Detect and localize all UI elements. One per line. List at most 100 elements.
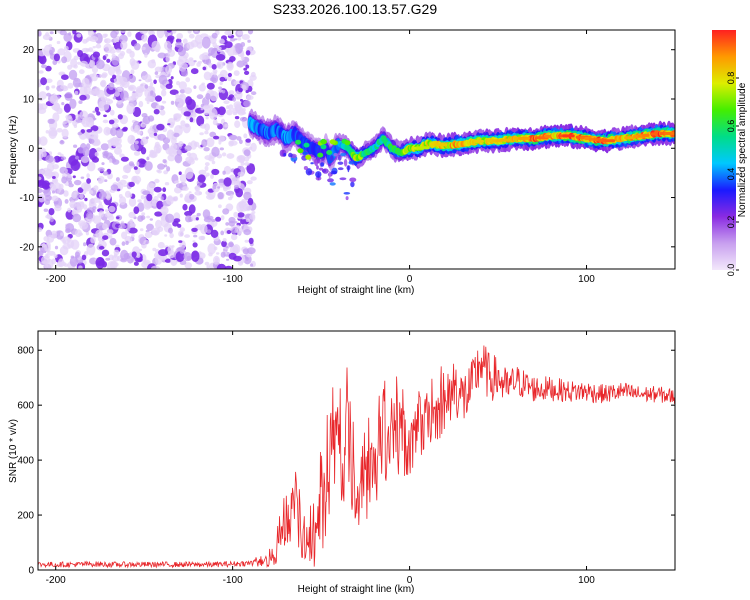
trace-blob [339, 177, 347, 181]
noise-speckle [246, 180, 253, 185]
noise-speckle [198, 84, 206, 92]
noise-speckle [218, 89, 223, 93]
noise-speckle [220, 230, 225, 236]
noise-speckle [78, 69, 85, 75]
noise-speckle [227, 30, 233, 37]
noise-speckle [110, 109, 115, 116]
noise-speckle [77, 187, 84, 194]
noise-speckle [239, 116, 247, 122]
noise-speckle [240, 161, 245, 166]
noise-speckle [51, 195, 59, 202]
noise-speckle [90, 125, 99, 132]
noise-speckle [165, 55, 171, 63]
noise-speckle [193, 234, 198, 238]
noise-speckle [206, 229, 212, 234]
trace-blob [329, 182, 336, 186]
noise-speckle [165, 147, 174, 155]
spectrogram-frame [37, 29, 676, 270]
noise-speckle [222, 208, 230, 215]
noise-speckle [185, 215, 192, 223]
noise-speckle [136, 130, 143, 135]
noise-speckle [53, 53, 61, 62]
noise-speckle [184, 210, 193, 217]
noise-speckle [200, 235, 206, 241]
noise-speckle [153, 109, 160, 115]
noise-speckle [236, 201, 244, 213]
noise-speckle [243, 203, 252, 212]
noise-speckle [235, 90, 243, 100]
noise-speckle [110, 127, 117, 137]
noise-speckle [67, 64, 73, 70]
noise-speckle [102, 151, 108, 156]
noise-speckle [61, 74, 69, 80]
noise-speckle [39, 54, 47, 65]
noise-speckle [129, 223, 136, 228]
noise-speckle [246, 95, 254, 101]
noise-speckle [244, 239, 249, 243]
trace-blob [326, 150, 333, 155]
noise-speckle [63, 263, 69, 267]
noise-speckle [166, 166, 171, 172]
noise-speckle [199, 53, 206, 61]
trace-peak [473, 139, 484, 143]
trace-peak [624, 136, 636, 140]
noise-speckle [245, 64, 250, 69]
noise-speckle [92, 209, 96, 213]
noise-speckle [176, 149, 182, 156]
trace-blob [330, 155, 334, 162]
noise-speckle [249, 214, 255, 220]
trace-peak [500, 138, 513, 142]
noise-speckle [233, 211, 239, 218]
snr-background [38, 331, 675, 570]
noise-speckle [122, 164, 132, 174]
noise-speckle [164, 40, 172, 51]
noise-speckle [182, 38, 188, 45]
noise-speckle [184, 234, 191, 238]
noise-speckle [194, 185, 199, 192]
noise-speckle [164, 182, 170, 186]
noise-speckle [64, 91, 73, 101]
noise-speckle [79, 60, 88, 67]
noise-speckle [111, 123, 119, 129]
noise-speckle [106, 58, 111, 63]
noise-speckle [230, 38, 236, 42]
noise-speckle [140, 159, 147, 165]
noise-speckle [61, 102, 65, 106]
noise-speckle [247, 39, 251, 43]
noise-speckle [78, 220, 87, 227]
noise-speckle [123, 184, 127, 188]
noise-speckle [130, 69, 135, 75]
noise-speckle [141, 243, 147, 249]
noise-speckle [189, 117, 194, 123]
noise-speckle [218, 86, 223, 90]
noise-speckle [91, 156, 99, 163]
noise-speckle [215, 54, 226, 61]
noise-speckle [93, 117, 97, 121]
noise-speckle [44, 199, 51, 205]
noise-speckle [170, 143, 178, 150]
noise-speckle [218, 182, 224, 188]
spectrogram-signal-trace [247, 108, 675, 201]
noise-speckle [193, 85, 197, 89]
noise-speckle [81, 254, 87, 261]
snr-frame [37, 330, 676, 571]
noise-speckle [218, 178, 226, 183]
spectrogram-y-label: Frequency (Hz) [8, 116, 19, 185]
trace-blob [345, 196, 349, 201]
noise-speckle [187, 30, 192, 34]
noise-speckle [178, 240, 183, 243]
noise-speckle [243, 67, 248, 71]
noise-speckle [153, 186, 162, 193]
noise-speckle [184, 167, 194, 180]
noise-speckle [39, 136, 48, 146]
noise-speckle [89, 134, 99, 146]
trace-blob [328, 171, 331, 179]
noise-speckle [96, 59, 105, 70]
noise-speckle [78, 100, 83, 104]
noise-speckle [154, 66, 163, 73]
noise-speckle [38, 30, 42, 37]
noise-speckle [162, 159, 167, 164]
noise-speckle [110, 184, 119, 191]
noise-speckle [129, 50, 135, 59]
